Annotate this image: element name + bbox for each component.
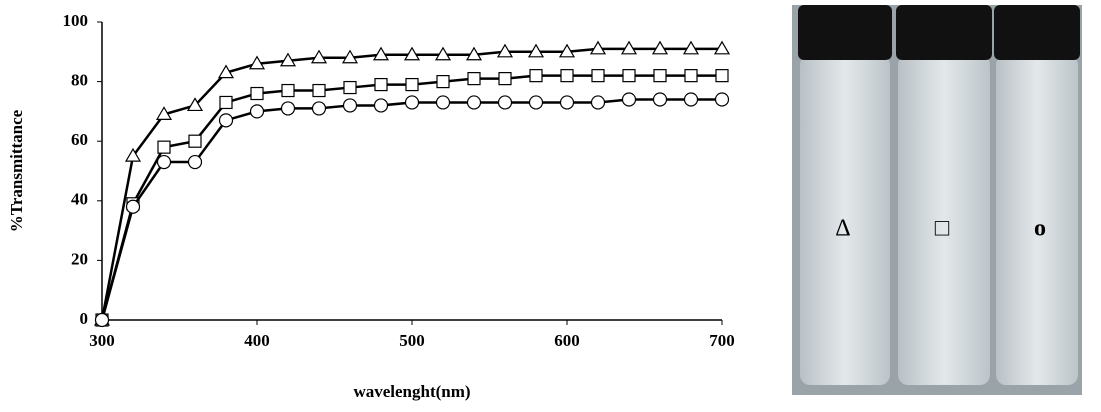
data-point: [560, 69, 574, 83]
data-point: [713, 40, 731, 55]
data-point: [559, 95, 575, 110]
data-point: [405, 77, 419, 92]
data-point: [188, 134, 202, 148]
vial-cap: [896, 5, 992, 60]
data-point: [218, 113, 234, 128]
data-point: [591, 69, 605, 83]
vial-label: Δ: [835, 216, 850, 242]
data-point: [620, 40, 638, 55]
data-point: [558, 43, 576, 58]
photo: Δ □ o: [792, 5, 1082, 395]
y-tick-label: 100: [63, 11, 89, 30]
data-point: [714, 92, 730, 107]
y-axis-title: %Transmittance: [7, 109, 26, 232]
data-point: [310, 49, 328, 64]
data-point: [436, 74, 450, 89]
vial-cap: [994, 5, 1080, 60]
data-point: [651, 40, 669, 55]
data-point: [124, 147, 142, 162]
x-tick-label: 700: [709, 331, 735, 350]
data-point: [187, 154, 203, 170]
data-point: [684, 69, 698, 83]
data-point: [280, 101, 296, 116]
data-point: [683, 92, 699, 107]
data-point: [281, 83, 295, 98]
vial: [996, 55, 1078, 385]
data-point: [249, 104, 265, 119]
data-point: [496, 43, 514, 58]
y-tick-label: 0: [80, 309, 89, 328]
data-point: [250, 86, 264, 101]
data-point: [465, 46, 483, 61]
data-point: [403, 46, 421, 61]
data-point: [527, 43, 545, 58]
y-tick-label: 20: [71, 249, 88, 268]
data-point: [653, 69, 667, 83]
series-line: [100, 74, 722, 321]
data-point: [589, 40, 607, 55]
data-point: [373, 98, 389, 113]
data-point: [279, 52, 297, 67]
x-axis-title: wavelenght(nm): [353, 382, 470, 401]
vial-cap: [798, 5, 892, 60]
data-point: [217, 64, 235, 79]
data-point: [156, 154, 172, 170]
data-point: [590, 95, 606, 110]
data-point: [498, 72, 512, 86]
data-point: [372, 46, 390, 61]
data-point: [682, 40, 700, 55]
data-point: [312, 83, 326, 98]
x-tick-label: 500: [399, 331, 425, 350]
data-point: [186, 97, 204, 112]
data-point: [157, 140, 171, 154]
data-point: [621, 92, 637, 107]
data-point: [404, 95, 420, 110]
data-point: [467, 72, 481, 86]
data-point: [125, 199, 141, 214]
data-point: [248, 55, 266, 70]
x-tick-label: 300: [89, 331, 115, 350]
data-point: [497, 95, 513, 110]
data-point: [94, 312, 110, 328]
vial-label: □: [935, 216, 950, 242]
series-line: [100, 98, 722, 321]
data-point: [622, 69, 636, 83]
data-point: [311, 101, 327, 116]
vial: [898, 55, 990, 385]
y-tick-label: 60: [71, 130, 88, 149]
data-point: [715, 69, 729, 83]
data-point: [529, 69, 543, 83]
data-point: [219, 95, 233, 110]
x-tick-label: 600: [554, 331, 580, 350]
data-point: [466, 95, 482, 110]
data-point: [342, 98, 358, 113]
data-point: [652, 92, 668, 107]
y-tick-label: 80: [71, 71, 88, 90]
data-point: [435, 95, 451, 110]
x-tick-label: 400: [244, 331, 270, 350]
data-point: [374, 77, 388, 92]
vial-label: o: [1034, 216, 1046, 242]
data-point: [155, 106, 173, 120]
data-point: [528, 95, 544, 110]
y-tick-label: 40: [71, 190, 88, 209]
vial: [800, 55, 890, 385]
data-point: [343, 80, 357, 95]
data-point: [434, 46, 452, 61]
data-point: [341, 49, 359, 64]
